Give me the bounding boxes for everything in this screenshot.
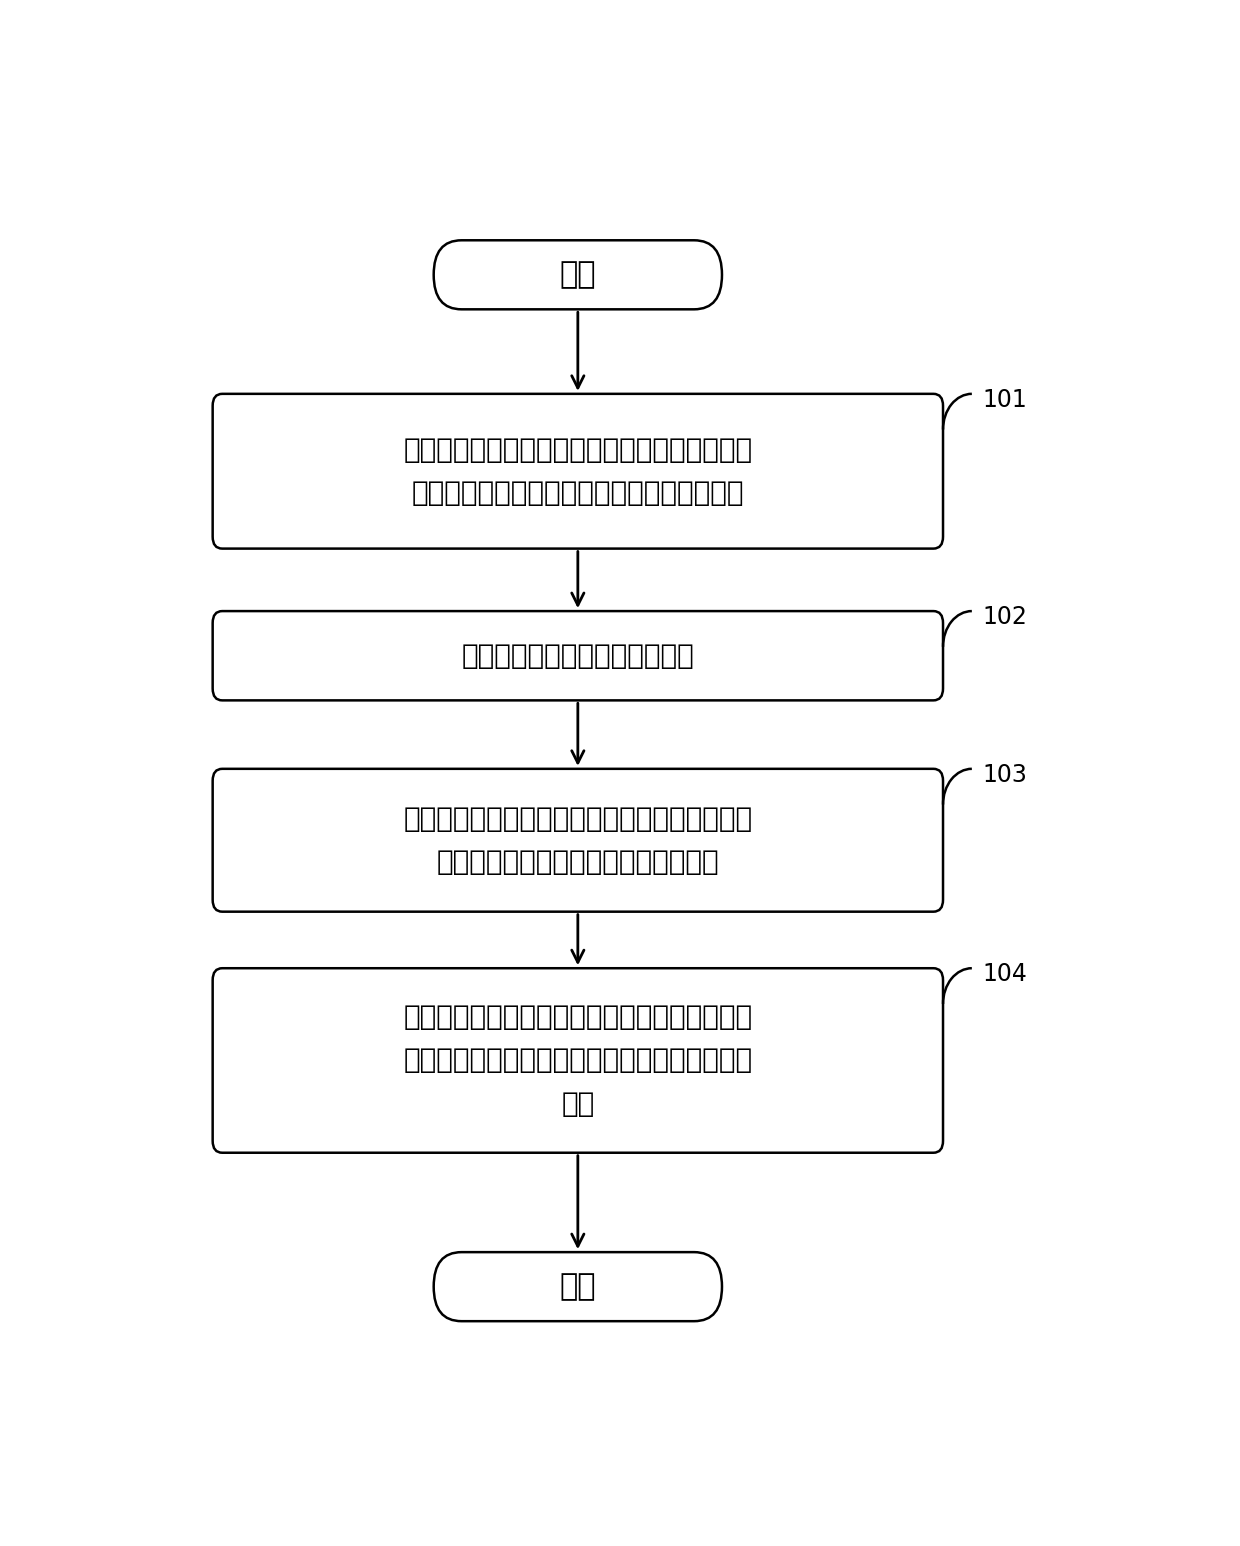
Text: 根据所述可抓取目标的位置和姿态确定所述可抓
取目标的抓取信息，并将所述抓取信息发送给机
器人: 根据所述可抓取目标的位置和姿态确定所述可抓 取目标的抓取信息，并将所述抓取信息发… (403, 1003, 753, 1118)
FancyBboxPatch shape (213, 968, 944, 1153)
Text: 102: 102 (982, 604, 1027, 629)
Text: 104: 104 (982, 962, 1027, 986)
Text: 101: 101 (982, 388, 1027, 411)
FancyBboxPatch shape (434, 1252, 722, 1322)
FancyBboxPatch shape (213, 768, 944, 912)
Text: 103: 103 (982, 762, 1027, 787)
Text: 开始: 开始 (559, 260, 596, 289)
Text: 根据所述原始三维图像和所述形状数据计算多个
待拾取物体中可抓取目标的位置和姿态: 根据所述原始三维图像和所述形状数据计算多个 待拾取物体中可抓取目标的位置和姿态 (403, 804, 753, 877)
FancyBboxPatch shape (434, 240, 722, 309)
FancyBboxPatch shape (213, 611, 944, 700)
Text: 接收原始三维图像，所述原始三维图像为相机对
堆积有多个待拾取物体的容器进行拍摄后得到: 接收原始三维图像，所述原始三维图像为相机对 堆积有多个待拾取物体的容器进行拍摄后… (403, 436, 753, 507)
Text: 接收所述待拾取物体的形状数据: 接收所述待拾取物体的形状数据 (461, 642, 694, 669)
FancyBboxPatch shape (213, 394, 944, 549)
Text: 结束: 结束 (559, 1272, 596, 1302)
